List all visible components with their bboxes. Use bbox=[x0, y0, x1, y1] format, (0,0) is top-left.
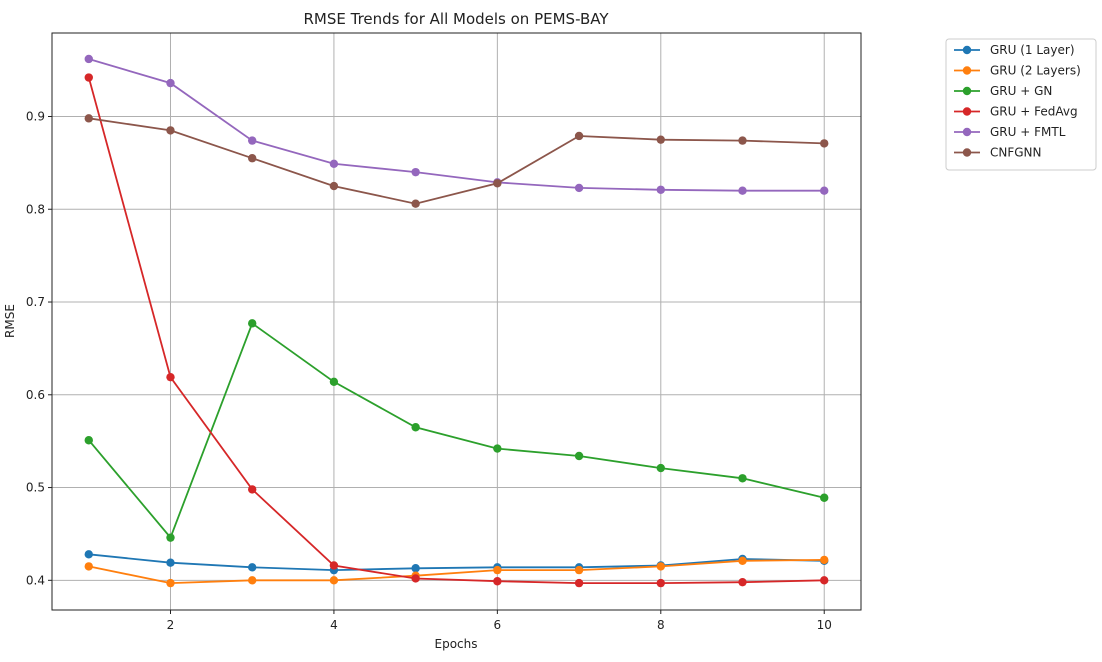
data-point-gru-fedavg bbox=[84, 73, 93, 82]
data-point-gru-gn bbox=[493, 444, 502, 453]
y-tick-label: 0.7 bbox=[26, 295, 45, 309]
legend-entry-label: GRU (1 Layer) bbox=[990, 43, 1075, 57]
legend-marker bbox=[962, 127, 972, 137]
data-point-gru-fedavg bbox=[820, 576, 829, 585]
data-point-gru-2-layers bbox=[493, 565, 502, 575]
legend-marker bbox=[962, 66, 972, 75]
y-tick-label: 0.4 bbox=[26, 573, 45, 587]
legend-frame bbox=[945, 38, 1097, 171]
data-point-gru-fmtl bbox=[248, 136, 257, 145]
series-line-gru-fmtl bbox=[88, 58, 825, 192]
data-point-gru-1-layer bbox=[84, 550, 93, 559]
data-point-gru-gn bbox=[411, 423, 420, 432]
grid-lines bbox=[52, 33, 861, 610]
data-point-gru-fedavg bbox=[656, 578, 665, 588]
chart-title: RMSE Trends for All Models on PEMS-BAY bbox=[303, 10, 609, 28]
data-point-gru-fmtl bbox=[574, 183, 584, 193]
legend-entry-label: GRU (2 Layers) bbox=[990, 64, 1081, 78]
series-line-gru-1-layer bbox=[88, 553, 825, 572]
data-point-gru-fedavg bbox=[574, 578, 584, 588]
data-point-gru-gn bbox=[84, 436, 93, 445]
data-point-gru-1-layer bbox=[166, 558, 175, 567]
data-point-gru-2-layers bbox=[84, 562, 93, 571]
x-axis-label: Epochs bbox=[435, 637, 478, 651]
y-tick-label: 0.6 bbox=[26, 388, 45, 402]
y-tick-label: 0.5 bbox=[26, 481, 45, 495]
data-point-cnfgnn bbox=[248, 154, 257, 163]
data-point-gru-fmtl bbox=[656, 185, 665, 194]
legend-marker bbox=[962, 148, 972, 157]
x-tick-label: 8 bbox=[657, 618, 665, 632]
series-gru-2-layers bbox=[84, 555, 829, 588]
series-cnfgnn bbox=[84, 114, 829, 208]
x-tick-label: 10 bbox=[817, 618, 832, 632]
data-point-gru-fmtl bbox=[166, 78, 175, 88]
legend-entry-label: CNFGNN bbox=[990, 146, 1042, 160]
legend: GRU (1 Layer) GRU (2 Layers) GRU + GN GRU +… bbox=[945, 38, 1097, 171]
data-point-gru-2-layers bbox=[656, 562, 665, 571]
data-point-cnfgnn bbox=[493, 179, 502, 188]
data-point-gru-gn bbox=[656, 463, 665, 473]
data-point-cnfgnn bbox=[574, 131, 584, 141]
x-tick-label: 2 bbox=[167, 618, 175, 632]
series-line-cnfgnn bbox=[88, 117, 825, 205]
data-point-gru-gn bbox=[820, 493, 829, 502]
data-point-gru-2-layers bbox=[738, 556, 747, 566]
data-point-cnfgnn bbox=[411, 199, 420, 208]
data-point-gru-fmtl bbox=[84, 54, 93, 64]
data-point-gru-fedavg bbox=[166, 372, 175, 382]
data-point-gru-2-layers bbox=[820, 555, 829, 565]
data-point-cnfgnn bbox=[329, 181, 339, 191]
legend-entry-label: GRU + GN bbox=[990, 84, 1052, 98]
data-point-gru-fmtl bbox=[329, 159, 339, 168]
x-axis: 2 4 6 8 10 bbox=[167, 610, 832, 632]
series-group bbox=[84, 54, 829, 588]
x-tick-label: 6 bbox=[494, 618, 502, 632]
legend-entry-label: GRU + FMTL bbox=[990, 125, 1066, 139]
y-axis-label: RMSE bbox=[3, 304, 17, 338]
data-point-gru-gn bbox=[166, 533, 175, 542]
data-point-gru-2-layers bbox=[329, 576, 339, 585]
data-point-cnfgnn bbox=[166, 126, 175, 135]
plot-area-frame bbox=[51, 32, 862, 611]
data-point-cnfgnn bbox=[656, 135, 665, 144]
data-point-cnfgnn bbox=[820, 139, 829, 148]
data-point-gru-fedavg bbox=[411, 574, 420, 583]
y-tick-label: 0.8 bbox=[26, 202, 45, 216]
data-point-gru-fedavg bbox=[493, 577, 502, 586]
data-point-cnfgnn bbox=[738, 136, 747, 145]
legend-entry-label: GRU + FedAvg bbox=[990, 105, 1078, 119]
y-axis: 0.4 0.5 0.6 0.7 0.8 0.9 bbox=[26, 109, 52, 587]
series-line-gru-fedavg bbox=[87, 77, 825, 584]
legend-marker bbox=[962, 45, 972, 55]
series-line-gru-gn bbox=[88, 321, 825, 540]
data-point-gru-fedavg bbox=[248, 485, 257, 494]
data-point-gru-gn bbox=[329, 377, 339, 386]
data-point-gru-2-layers bbox=[574, 565, 584, 575]
data-point-gru-gn bbox=[574, 451, 584, 461]
legend-marker bbox=[962, 86, 972, 96]
x-tick-label: 4 bbox=[330, 618, 338, 632]
data-point-gru-fmtl bbox=[820, 186, 829, 195]
series-gru-gn bbox=[84, 319, 829, 542]
data-point-gru-1-layer bbox=[411, 564, 420, 573]
data-point-gru-2-layers bbox=[166, 578, 175, 588]
series-line-gru-2-layers bbox=[88, 559, 825, 585]
legend-marker bbox=[962, 107, 972, 116]
data-point-gru-1-layer bbox=[248, 563, 257, 572]
data-point-gru-fmtl bbox=[738, 186, 747, 195]
data-point-gru-fedavg bbox=[738, 577, 747, 587]
data-point-gru-gn bbox=[248, 319, 257, 328]
series-gru-fmtl bbox=[84, 54, 829, 195]
data-point-gru-fedavg bbox=[329, 561, 339, 570]
data-point-gru-fmtl bbox=[411, 167, 420, 177]
series-gru-fedavg bbox=[84, 73, 829, 588]
y-tick-label: 0.9 bbox=[26, 109, 45, 123]
data-point-cnfgnn bbox=[84, 114, 93, 123]
data-point-gru-2-layers bbox=[248, 576, 257, 585]
data-point-gru-gn bbox=[738, 474, 747, 483]
